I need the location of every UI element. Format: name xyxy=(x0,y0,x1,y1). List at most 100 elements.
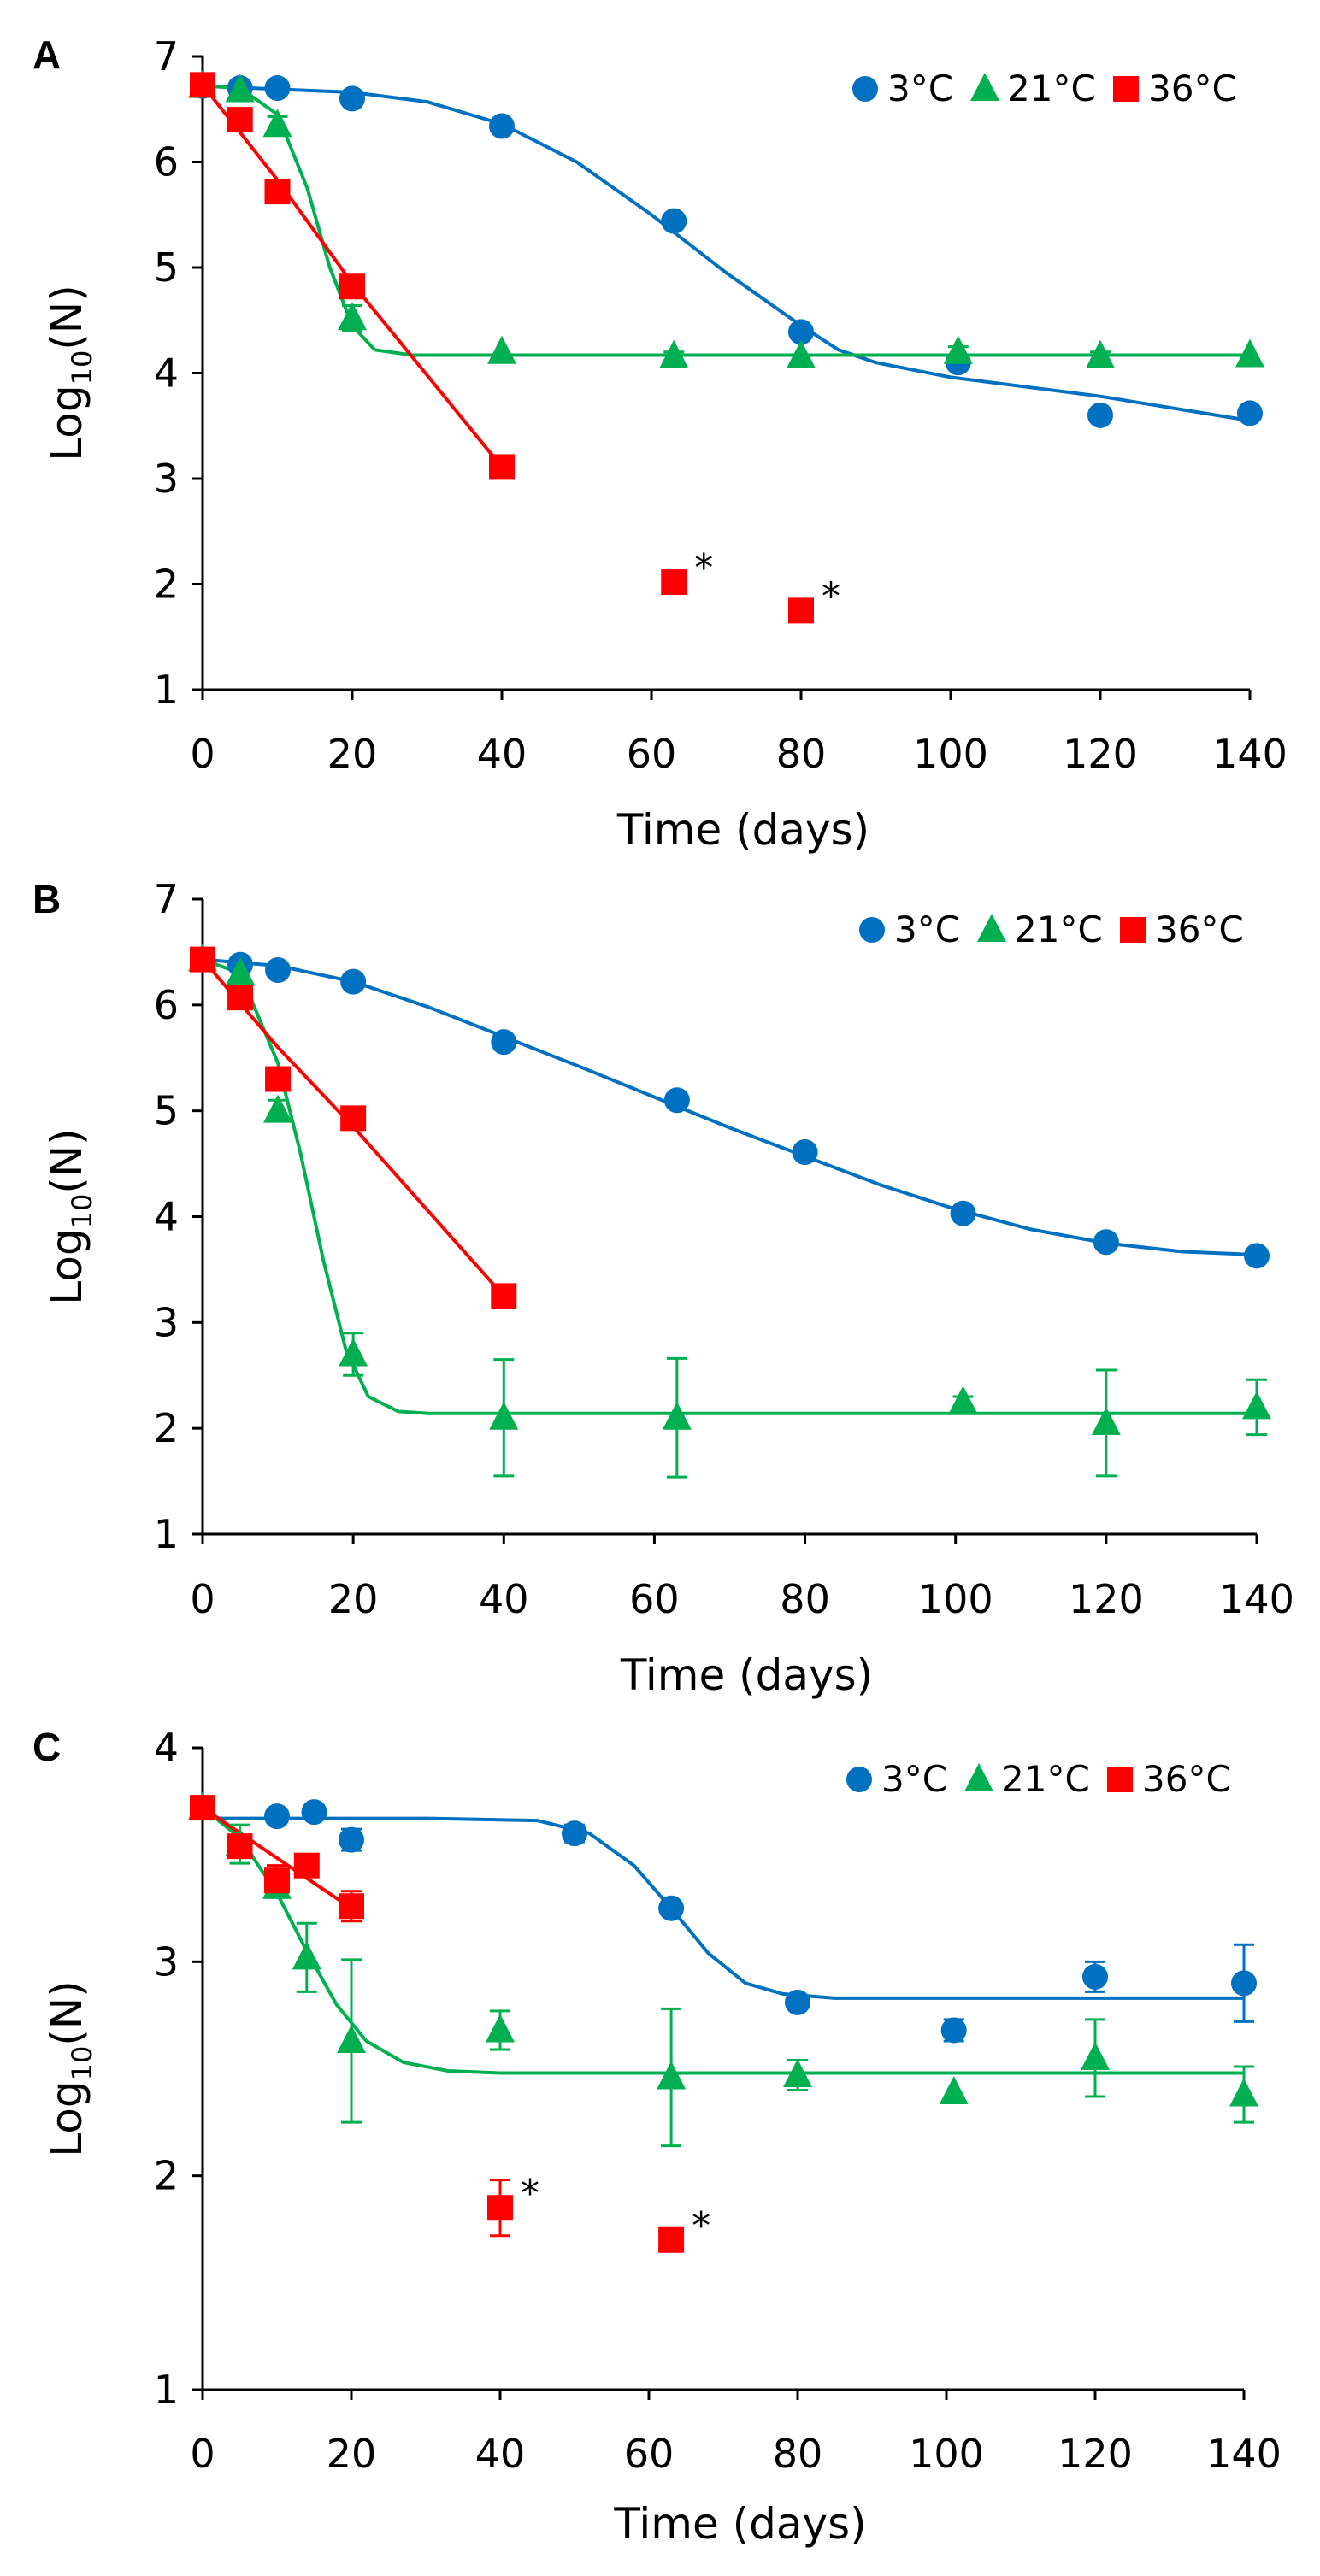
y-tick-label: 3 xyxy=(154,1299,179,1345)
data-point-triangle xyxy=(948,1385,978,1414)
data-point-square xyxy=(788,597,814,624)
fit-line-circle xyxy=(202,84,1251,423)
data-point-triangle xyxy=(226,956,256,985)
data-point-square xyxy=(661,569,687,596)
x-tick-label: 140 xyxy=(1212,731,1288,777)
x-tick-label: 80 xyxy=(780,1576,830,1622)
legend-marker-square xyxy=(1120,917,1146,943)
asterisk-annotation: * xyxy=(521,2172,539,2215)
data-point-square xyxy=(227,985,254,1011)
fit-line-circle xyxy=(202,957,1258,1257)
data-point-square xyxy=(339,1893,364,1920)
data-point-triangle xyxy=(225,74,255,103)
legend-label: 3°C xyxy=(894,909,960,950)
y-tick-label: 4 xyxy=(154,1194,179,1240)
data-point-circle xyxy=(264,1803,290,1830)
data-point-square xyxy=(489,454,515,480)
y-tick-label: 3 xyxy=(154,456,179,502)
y-tick-label: 4 xyxy=(154,1725,179,1771)
chart-panel-a: A 1 2 3 4 5 6 7 0 20 40 60 80 100 120 140 Time (days) Log… xyxy=(32,32,1288,855)
x-axis-label: Time (days) xyxy=(620,1650,873,1700)
x-tick-label: 120 xyxy=(1063,731,1138,777)
y-tick-label: 2 xyxy=(154,1405,179,1451)
fit-line-triangle xyxy=(202,84,1250,357)
data-point-triangle xyxy=(657,2061,687,2090)
y-tick-label: 5 xyxy=(154,244,179,291)
legend-marker-square xyxy=(1113,76,1139,102)
data-point-circle xyxy=(562,1820,587,1847)
data-point-triangle xyxy=(943,335,973,364)
x-tick-label: 60 xyxy=(627,731,677,777)
legend-label: 21°C xyxy=(1014,909,1103,950)
data-point-triangle xyxy=(783,2059,812,2088)
x-tick-label: 80 xyxy=(776,731,827,777)
data-point-square xyxy=(227,107,253,133)
data-point-triangle xyxy=(339,1338,368,1367)
data-point-square xyxy=(487,2195,513,2221)
y-tick-label: 1 xyxy=(154,2367,179,2413)
y-tick-label: 7 xyxy=(154,876,179,922)
y-tick-label: 1 xyxy=(154,1511,179,1557)
fit-line-triangle xyxy=(202,957,1257,1415)
legend-label: 36°C xyxy=(1142,1758,1231,1800)
data-point-circle xyxy=(950,1200,976,1226)
data-point-triangle xyxy=(486,2014,515,2043)
legend-label: 36°C xyxy=(1148,68,1237,109)
legend-label: 36°C xyxy=(1155,909,1244,950)
data-point-circle xyxy=(1237,400,1263,426)
x-tick-label: 120 xyxy=(1058,2431,1133,2477)
legend-marker-triangle xyxy=(977,914,1006,942)
data-point-square xyxy=(190,1795,215,1821)
legend-marker-circle xyxy=(846,1767,872,1792)
y-tick-label: 6 xyxy=(154,982,179,1028)
x-tick-label: 60 xyxy=(624,2431,675,2477)
fit-line-square xyxy=(201,1806,353,1910)
x-tick-label: 60 xyxy=(629,1576,680,1622)
x-tick-label: 100 xyxy=(918,1576,993,1622)
chart-panel-b: B 1 2 3 4 5 6 7 0 20 40 60 80 100 120 140 Time (days) Log… xyxy=(32,876,1294,1700)
data-point-square xyxy=(491,1283,517,1309)
asterisk-annotation: * xyxy=(822,574,840,618)
data-point-circle xyxy=(491,1029,517,1056)
data-point-square xyxy=(190,946,215,973)
x-tick-label: 80 xyxy=(773,2431,823,2477)
data-point-circle xyxy=(663,1087,690,1114)
x-tick-label: 20 xyxy=(327,731,378,777)
legend-label: 3°C xyxy=(881,1758,947,1800)
data-point-triangle xyxy=(1242,1391,1271,1420)
data-point-triangle xyxy=(659,339,689,368)
data-point-square xyxy=(264,179,291,205)
data-point-circle xyxy=(301,1799,327,1826)
data-point-triangle xyxy=(1091,1406,1121,1435)
x-tick-label: 140 xyxy=(1219,1576,1294,1622)
data-point-circle xyxy=(940,2017,967,2044)
panel-label: B xyxy=(32,877,61,921)
data-point-triangle xyxy=(487,335,516,364)
y-tick-label: 4 xyxy=(154,350,179,397)
data-point-triangle xyxy=(292,1941,321,1970)
y-tick-label: 2 xyxy=(154,562,179,608)
data-point-square xyxy=(339,273,365,300)
legend-marker-square xyxy=(1107,1767,1133,1792)
data-point-triangle xyxy=(1081,2041,1110,2070)
asterisk-annotation: * xyxy=(694,546,713,590)
x-axis-label: Time (days) xyxy=(616,805,869,855)
y-tick-label: 3 xyxy=(154,1938,179,1985)
data-point-circle xyxy=(658,1895,685,1921)
x-tick-label: 0 xyxy=(190,1576,215,1622)
data-point-circle xyxy=(1231,1970,1257,1997)
data-point-triangle xyxy=(1235,338,1264,368)
x-tick-label: 40 xyxy=(479,1576,529,1622)
data-point-circle xyxy=(265,956,292,983)
data-point-circle xyxy=(264,75,291,102)
y-tick-label: 7 xyxy=(154,33,179,79)
x-tick-label: 20 xyxy=(327,2431,377,2477)
y-axis-label: Log10(N) xyxy=(42,1980,98,2156)
legend-marker-triangle xyxy=(964,1763,993,1791)
panel-label: C xyxy=(32,1725,61,1769)
data-point-circle xyxy=(489,113,515,139)
data-point-triangle xyxy=(1229,2078,1258,2107)
data-point-circle xyxy=(339,1826,364,1853)
data-point-square xyxy=(293,1852,320,1879)
x-tick-label: 100 xyxy=(909,2431,984,2477)
